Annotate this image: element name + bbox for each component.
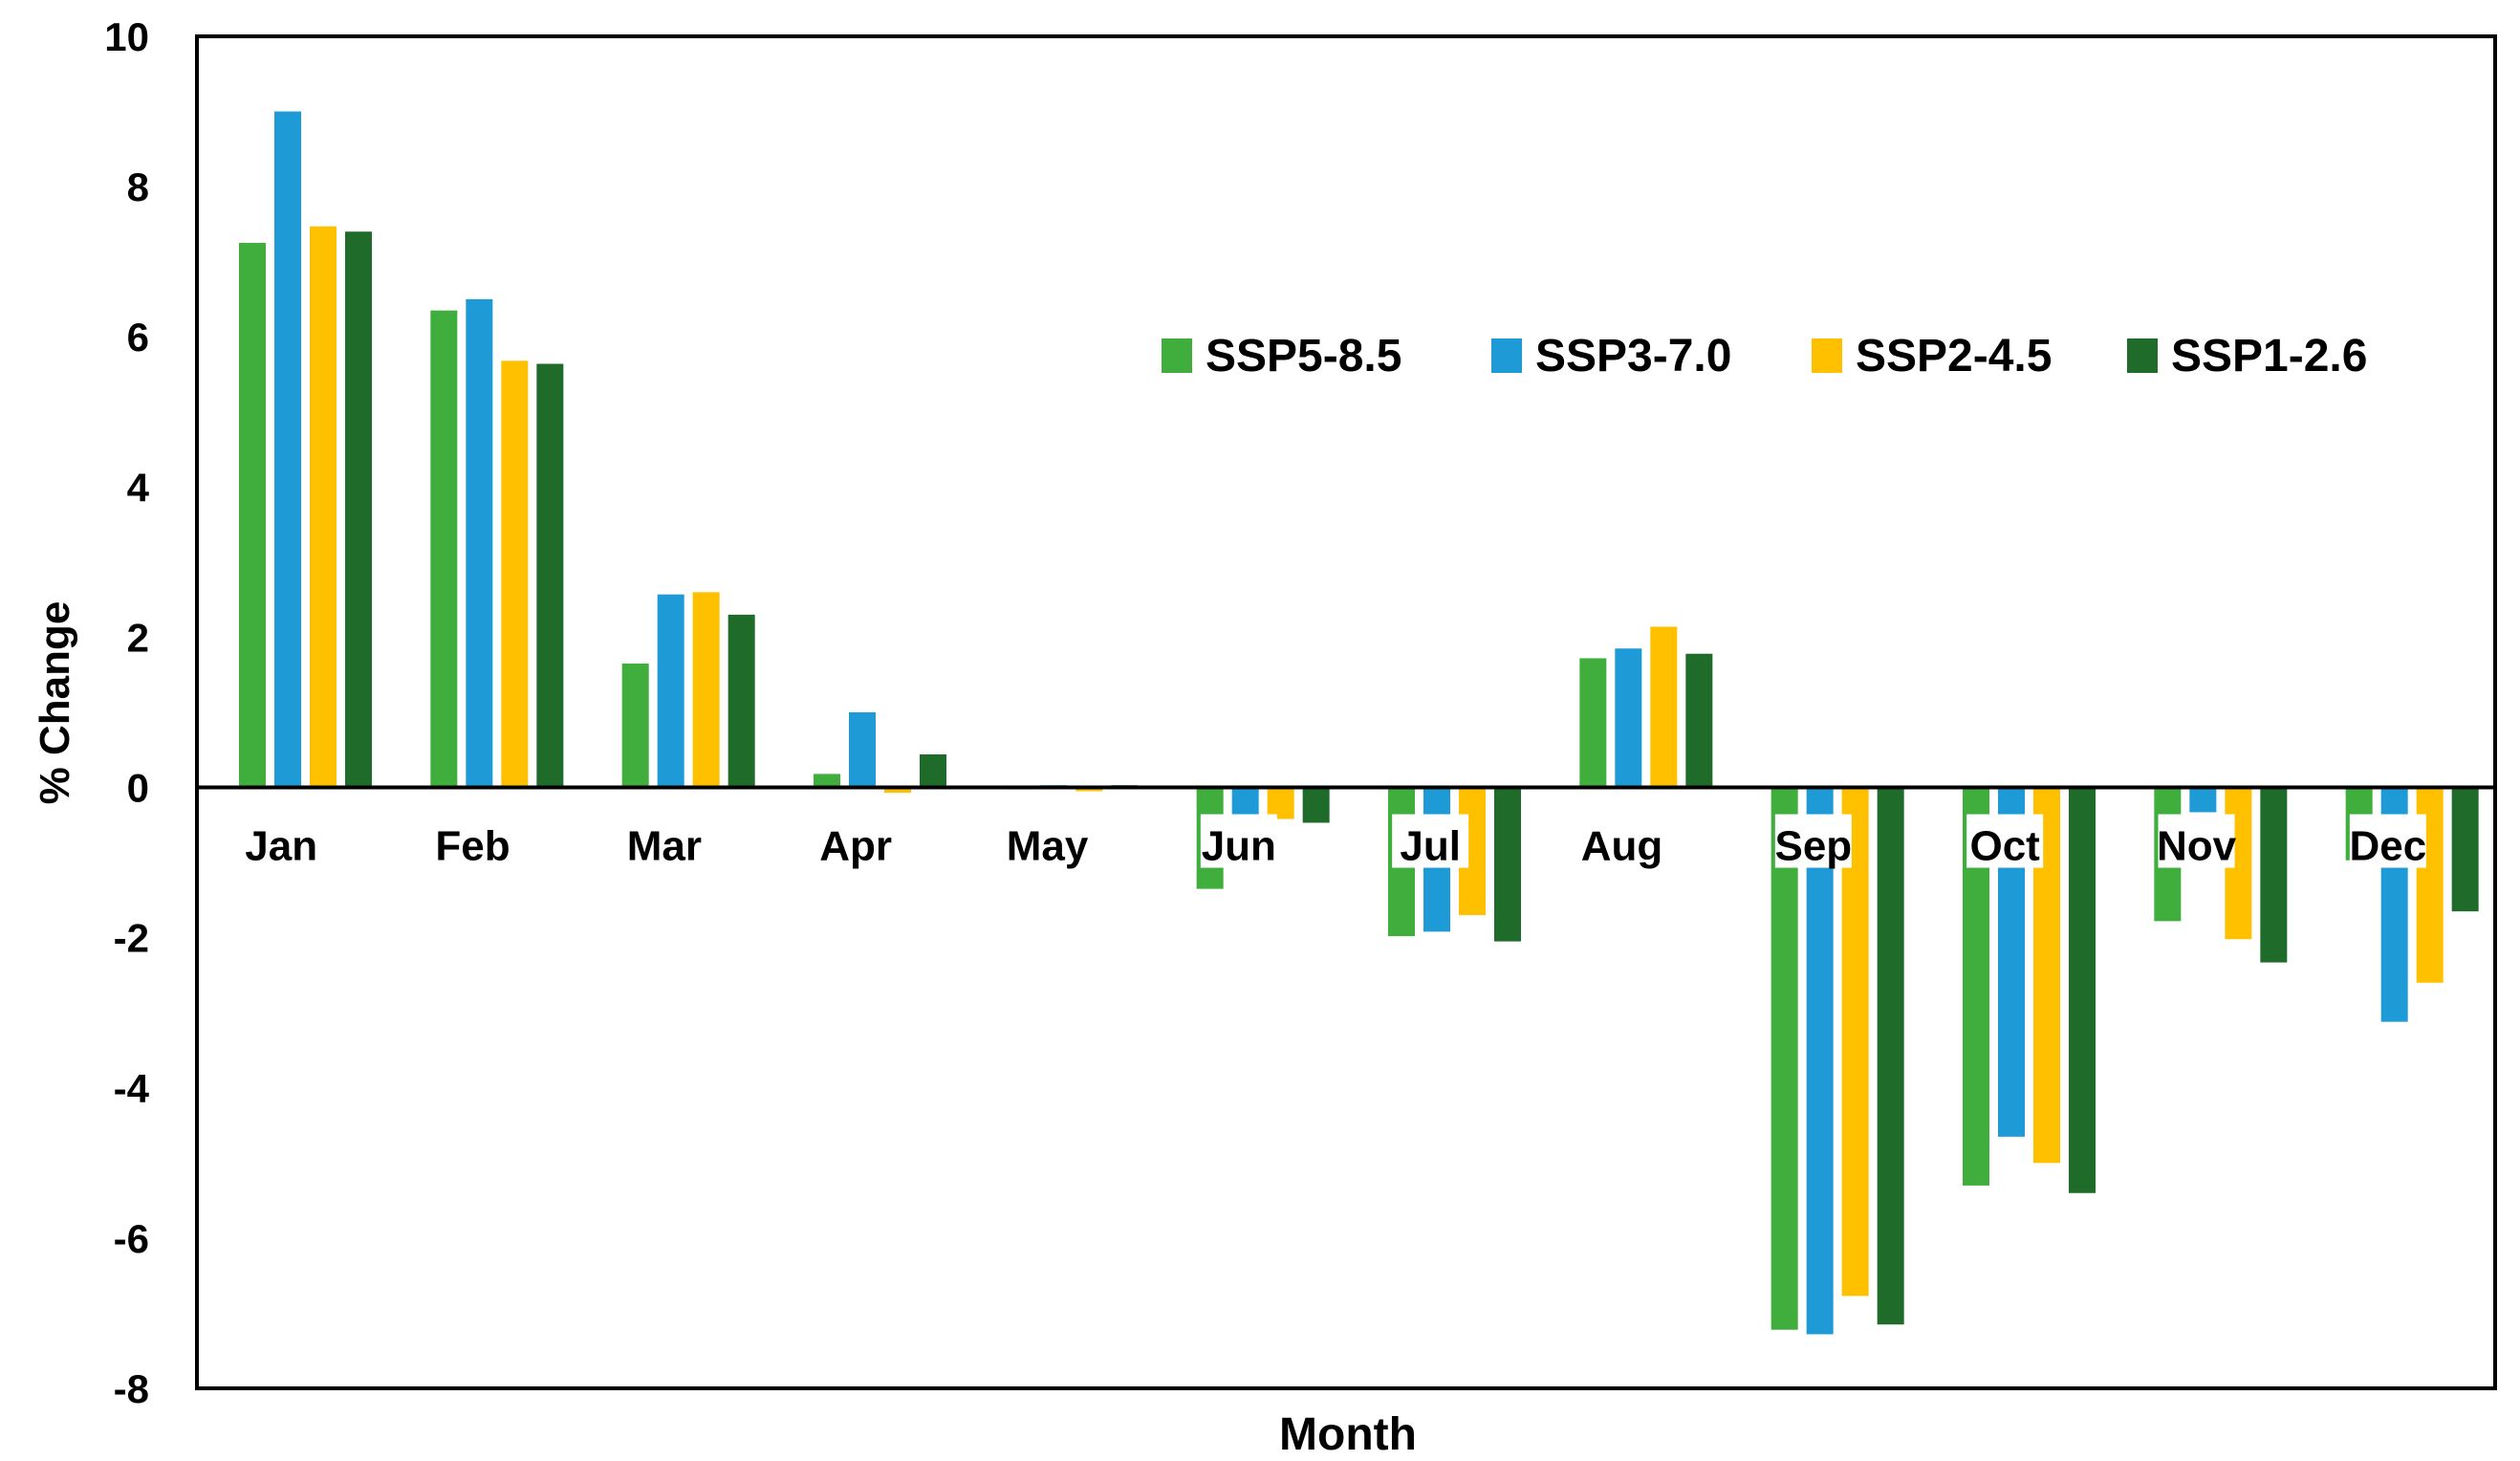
y-tick-labels: 10 8 6 4 2 0 -2 -4 -6 -8 (104, 14, 149, 1411)
bar-ssp5-8.5-feb (430, 310, 458, 788)
legend-label-ssp1-2.6: SSP1-2.6 (2171, 331, 2367, 382)
y-tick-label: 8 (127, 164, 149, 209)
y-tick-label: 6 (127, 315, 149, 360)
x-tick-label: Sep (1774, 823, 1852, 870)
x-tick-label-bg (625, 814, 703, 868)
bar-ssp3-7.0-jan (274, 111, 301, 788)
x-tick-label-bg (1200, 814, 1277, 868)
x-tick-label-bg (1583, 814, 1661, 868)
x-tick-labels: Jan Feb Mar Apr May Jun Jul Aug Sep Oct Nov Dec (243, 814, 2426, 870)
legend-swatch-ssp2-4.5 (1812, 338, 1842, 373)
x-tick-label-bg (817, 814, 895, 868)
bar-ssp5-8.5-sep (1771, 787, 1798, 1330)
y-tick-label: 4 (127, 465, 150, 510)
bar-ssp3-7.0-feb (466, 298, 493, 788)
x-axis-title: Month (1279, 1409, 1417, 1460)
bar-ssp2-4.5-feb (501, 360, 529, 788)
bar-ssp1-2.6-aug (1685, 653, 1713, 788)
bar-ssp5-8.5-jan (239, 243, 266, 788)
x-tick-label: Aug (1581, 823, 1663, 870)
bar-ssp1-2.6-nov (2260, 787, 2288, 963)
x-tick-label-bg (434, 814, 511, 868)
bar-ssp2-4.5-apr (884, 787, 911, 794)
bar-ssp3-7.0-sep (1806, 787, 1834, 1335)
x-tick-label-bg (2349, 814, 2426, 868)
y-tick-label: 0 (127, 766, 149, 811)
bars-layer (239, 111, 2479, 1335)
bar-ssp2-4.5-mar (692, 592, 720, 788)
bar-ssp2-4.5-jun (1267, 787, 1294, 819)
legend-label-ssp2-4.5: SSP2-4.5 (1856, 331, 2052, 382)
bar-ssp1-2.6-sep (1877, 787, 1904, 1325)
x-tick-label-bg (1392, 814, 1469, 868)
y-tick-label: -8 (114, 1366, 149, 1411)
x-tick-label: Dec (2349, 823, 2426, 870)
x-tick-label-bg (1966, 814, 2044, 868)
bar-ssp1-2.6-dec (2451, 787, 2479, 912)
legend-swatch-ssp5-8.5 (1162, 338, 1192, 373)
bar-ssp2-4.5-aug (1650, 626, 1678, 788)
x-tick-label: Oct (1969, 823, 2040, 870)
x-tick-label: Feb (435, 823, 510, 870)
x-tick-label: Nov (2157, 823, 2237, 870)
bar-ssp1-2.6-oct (2069, 787, 2096, 1193)
bar-ssp1-2.6-jun (1302, 787, 1330, 823)
x-tick-label: Jan (245, 823, 317, 870)
bar-ssp1-2.6-feb (536, 363, 564, 788)
x-tick-label: May (1007, 823, 1089, 870)
bar-ssp2-4.5-jan (310, 226, 337, 788)
bar-ssp1-2.6-jul (1494, 787, 1521, 942)
bar-ssp1-2.6-apr (920, 753, 946, 788)
y-tick-label: -2 (114, 916, 149, 961)
y-tick-label: -6 (114, 1216, 149, 1261)
bar-ssp3-7.0-nov (2189, 787, 2217, 813)
x-tick-label: Apr (819, 823, 892, 870)
bar-ssp5-8.5-aug (1579, 658, 1607, 788)
x-tick-label-bg (243, 814, 320, 868)
legend: SSP5-8.5 SSP3-7.0 SSP2-4.5 SSP1-2.6 (1162, 331, 2367, 382)
bar-ssp5-8.5-mar (621, 663, 649, 788)
y-tick-label: 10 (104, 14, 149, 59)
legend-label-ssp3-7.0: SSP3-7.0 (1535, 331, 1731, 382)
x-tick-label: Jul (1400, 823, 1461, 870)
x-tick-label: Mar (627, 823, 702, 870)
bar-ssp3-7.0-jun (1231, 787, 1259, 819)
bar-ssp3-7.0-aug (1615, 648, 1642, 788)
x-tick-label-bg (2158, 814, 2235, 868)
y-tick-label: -4 (114, 1066, 150, 1111)
x-tick-label-bg (1774, 814, 1852, 868)
bar-ssp1-2.6-mar (728, 614, 755, 788)
bar-ssp5-8.5-apr (814, 774, 840, 788)
x-tick-label-bg (1009, 814, 1086, 868)
bar-ssp3-7.0-mar (657, 594, 684, 788)
y-axis-title: % Change (32, 601, 78, 805)
plot-area-frame (195, 34, 2497, 1390)
y-tick-label: 2 (127, 615, 149, 660)
x-tick-label: Jun (1202, 823, 1276, 870)
bar-ssp2-4.5-sep (1841, 787, 1869, 1297)
bar-ssp1-2.6-jan (345, 231, 372, 788)
legend-swatch-ssp1-2.6 (2127, 338, 2158, 373)
bar-ssp3-7.0-apr (849, 712, 876, 788)
legend-label-ssp5-8.5: SSP5-8.5 (1206, 331, 1401, 382)
legend-swatch-ssp3-7.0 (1491, 338, 1522, 373)
